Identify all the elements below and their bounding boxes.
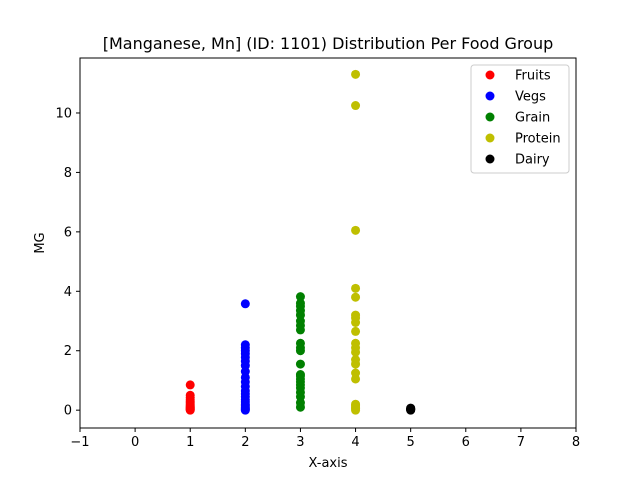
x-tick-label: 0 xyxy=(131,435,139,450)
data-point-dairy xyxy=(406,403,416,413)
legend-marker-dairy xyxy=(485,154,495,164)
y-tick-label: 4 xyxy=(64,285,72,300)
legend-label-vegs: Vegs xyxy=(515,90,546,105)
x-axis-ticks: −1 0 1 2 3 4 5 6 7 8 xyxy=(70,428,580,450)
data-point-protein xyxy=(351,225,361,235)
legend-label-protein: Protein xyxy=(515,132,561,147)
legend: Fruits Vegs Grain Protein Dairy xyxy=(470,64,570,174)
x-tick-label: −1 xyxy=(70,435,89,450)
x-tick-label: 8 xyxy=(572,435,580,450)
data-point-fruits xyxy=(185,390,195,400)
data-point-protein xyxy=(351,292,361,302)
data-point-protein xyxy=(351,310,361,320)
legend-label-grain: Grain xyxy=(515,111,550,126)
data-points xyxy=(185,69,416,415)
data-point-vegs xyxy=(240,299,250,309)
data-point-grain xyxy=(295,359,305,369)
legend-box xyxy=(470,64,570,174)
data-point-protein xyxy=(351,101,361,111)
y-tick-label: 2 xyxy=(64,344,72,359)
y-tick-label: 10 xyxy=(55,106,72,121)
y-tick-label: 0 xyxy=(64,404,72,419)
legend-label-fruits: Fruits xyxy=(515,69,551,84)
legend-marker-fruits xyxy=(485,70,495,80)
data-point-protein xyxy=(351,326,361,336)
data-point-grain xyxy=(295,370,305,380)
x-tick-label: 7 xyxy=(517,435,525,450)
data-point-protein xyxy=(351,69,361,79)
chart-title: [Manganese, Mn] (ID: 1101) Distribution … xyxy=(103,34,554,53)
legend-marker-protein xyxy=(485,133,495,143)
x-tick-label: 6 xyxy=(462,435,470,450)
y-axis-label: MG xyxy=(33,232,48,253)
data-point-grain xyxy=(295,292,305,302)
y-tick-label: 6 xyxy=(64,225,72,240)
y-axis-ticks: 0 2 4 6 8 10 xyxy=(55,106,80,419)
data-point-grain xyxy=(295,338,305,348)
x-tick-label: 3 xyxy=(296,435,304,450)
data-point-protein xyxy=(351,338,361,348)
data-point-fruits xyxy=(185,380,195,390)
plot-frame xyxy=(79,57,577,429)
data-point-protein xyxy=(351,355,361,365)
x-tick-label: 1 xyxy=(186,435,194,450)
data-point-grain xyxy=(295,298,305,308)
y-tick-label: 8 xyxy=(64,166,72,181)
x-tick-label: 4 xyxy=(351,435,359,450)
x-tick-label: 2 xyxy=(241,435,249,450)
legend-marker-grain xyxy=(485,112,495,122)
legend-label-dairy: Dairy xyxy=(515,153,550,168)
x-axis-label: X-axis xyxy=(309,456,348,471)
data-point-protein xyxy=(351,399,361,409)
data-point-protein xyxy=(351,283,361,293)
legend-marker-vegs xyxy=(485,91,495,101)
data-point-protein xyxy=(351,368,361,378)
data-point-vegs xyxy=(240,340,250,350)
x-tick-label: 5 xyxy=(407,435,415,450)
